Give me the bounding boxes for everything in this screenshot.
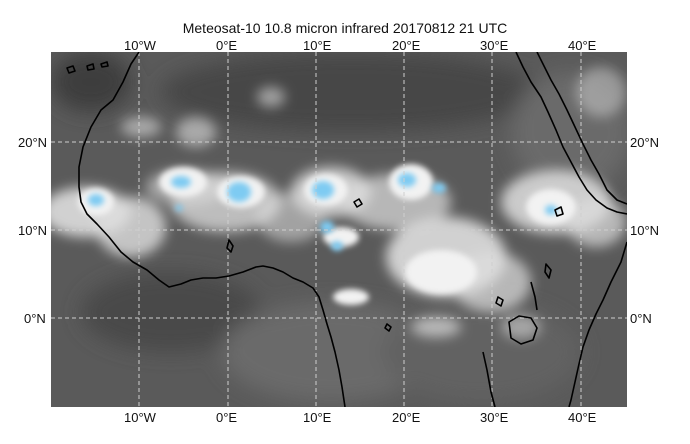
lake-volta	[226, 239, 234, 253]
island-canary	[66, 65, 76, 74]
coast-red-sea-east	[536, 52, 627, 205]
coast-red-sea-west	[515, 52, 627, 215]
island-b	[100, 61, 109, 68]
lon-label-bottom-20e: 20°E	[392, 410, 421, 425]
lon-label-top-0e: 0°E	[216, 38, 238, 53]
lon-label-top-30e: 30°E	[480, 38, 509, 53]
lake-b	[495, 296, 504, 307]
lon-label-bottom-40e: 40°E	[568, 410, 597, 425]
lat-label-left-0n: 0°N	[24, 311, 46, 326]
lat-label-right-10n: 10°N	[630, 223, 660, 238]
lon-label-top-40e: 40°E	[568, 38, 597, 53]
lake-victoria	[508, 315, 538, 345]
lake-tanganyika	[482, 351, 496, 407]
lat-label-left-10n: 10°N	[18, 223, 48, 238]
satellite-image	[51, 52, 627, 407]
lon-label-top-10e: 10°E	[303, 38, 332, 53]
coast-east-africa	[568, 241, 627, 407]
lat-label-right-0n: 0°N	[630, 311, 652, 326]
lake-tana	[554, 206, 564, 217]
island-a	[86, 63, 95, 71]
coastlines	[66, 52, 627, 407]
lon-label-top-10w: 10°W	[124, 38, 156, 53]
lon-label-bottom-30e: 30°E	[480, 410, 509, 425]
lake-c	[384, 323, 392, 332]
map-title: Meteosat-10 10.8 micron infrared 2017081…	[182, 20, 508, 36]
coast-west-africa	[78, 52, 346, 407]
lat-label-left-20n: 20°N	[18, 135, 48, 150]
cold-cloud-tops	[88, 173, 557, 251]
lon-label-bottom-10e: 10°E	[303, 410, 332, 425]
lake-kyoga	[544, 263, 552, 279]
satellite-map	[51, 52, 627, 407]
lake-chad	[353, 198, 363, 208]
lat-label-right-20n: 20°N	[630, 135, 660, 150]
lon-label-top-20e: 20°E	[392, 38, 421, 53]
lon-label-bottom-0e: 0°E	[216, 410, 238, 425]
lake-turkana	[530, 281, 538, 311]
lon-label-bottom-10w: 10°W	[124, 410, 156, 425]
